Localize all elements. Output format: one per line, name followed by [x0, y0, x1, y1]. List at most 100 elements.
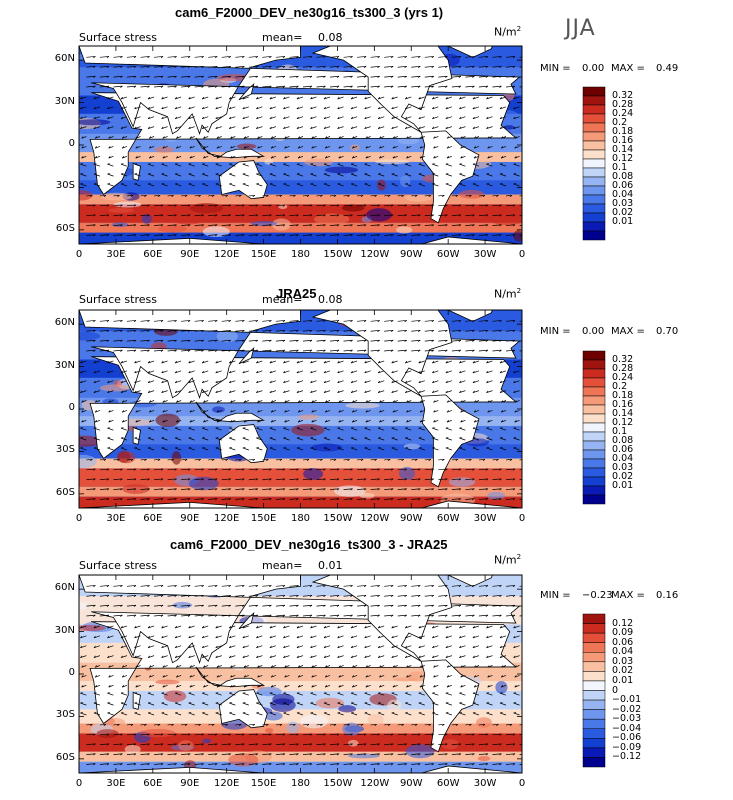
panel-1-lon-tick: 90W: [399, 249, 423, 260]
colorbar-level-label: 0.16: [612, 135, 634, 146]
colorbar-level-label: 0.08: [612, 171, 634, 182]
panel-1-lat-tick: 60S: [55, 222, 75, 234]
panel-1-lat-tick: 60N: [54, 53, 75, 65]
panel-2-lat-tick: 30S: [55, 444, 75, 456]
panel-1-lat-tick: 30N: [54, 95, 75, 107]
panel-2-max-label: MAX =: [611, 326, 645, 337]
panel-2-lon-tick: 150E: [250, 513, 277, 524]
panel-3-lat-tick: 60N: [54, 582, 75, 594]
colorbar-swatch: [582, 747, 606, 758]
panel-3-lon-tick: 120W: [360, 778, 390, 789]
panel-1-lon-tick: 120W: [360, 249, 390, 260]
panel-1-lon-tick: 120E: [213, 249, 240, 260]
colorbar-swatch: [582, 652, 606, 663]
colorbar-swatch: [582, 699, 606, 710]
panel-1-mean-label: mean=: [262, 31, 303, 44]
colorbar-level-label: 0.01: [612, 480, 634, 491]
colorbar-level-label: 0.03: [612, 655, 634, 667]
panel-2-lat-tick: 60S: [55, 486, 75, 498]
panel-2-title: JRA25: [276, 286, 317, 301]
colorbar-level-label: 0.12: [612, 417, 634, 428]
colorbar-level-label: 0.14: [612, 144, 634, 155]
panel-2-units: N/m2: [494, 287, 522, 301]
panel-2-lon-tick: 60E: [143, 513, 163, 524]
panel-3-max-label: MAX =: [611, 590, 645, 601]
panel-2-lon-tick: 180: [290, 513, 311, 524]
colorbar-level-label: 0.1: [612, 426, 628, 437]
panel-3-lon-tick: 150W: [323, 778, 353, 789]
colorbar-level-label: 0.24: [612, 372, 634, 383]
panel-3-lat-tick: 30S: [55, 709, 75, 721]
colorbar-level-label: 0.18: [612, 390, 634, 401]
colorbar-swatch: [582, 623, 606, 634]
colorbar-level-label: 0.16: [612, 399, 634, 410]
panel-3-lon-tick: 90W: [399, 778, 423, 789]
colorbar-level-label: 0.32: [612, 90, 634, 101]
panel-3-min-value: −0.23: [582, 590, 613, 601]
colorbar-level-label: −0.02: [612, 703, 642, 715]
colorbar-swatch: [582, 613, 606, 624]
colorbar-swatch: [582, 718, 606, 729]
panel-2-lon-tick: 30E: [106, 513, 126, 524]
panel-2-lon-tick: 60W: [436, 513, 460, 524]
colorbar-level-label: −0.01: [612, 694, 642, 706]
colorbar-level-label: 0.03: [612, 462, 634, 473]
panel-1-max-value: 0.49: [656, 63, 679, 74]
panel-2-mean-label: mean=: [262, 293, 303, 306]
panel-3-lat-tick: 30N: [54, 624, 75, 636]
panel-1-min-value: 0.00: [582, 63, 605, 74]
panel-3-mean-label: mean=: [262, 559, 303, 572]
colorbar-level-label: 0.2: [612, 381, 628, 392]
panel-1-lat-tick: 0: [68, 138, 75, 149]
colorbar-swatch: [582, 690, 606, 701]
panel-1-lat-tick: 30S: [55, 180, 75, 192]
colorbar-level-label: 0.03: [612, 198, 634, 209]
panel-3-variable-label: Surface stress: [79, 559, 157, 572]
panel-1-lon-tick: 30E: [106, 249, 126, 260]
colorbar-swatch: [582, 738, 606, 749]
colorbar-level-label: 0.09: [612, 627, 634, 639]
colorbar-level-label: 0.02: [612, 471, 634, 482]
panel-1-lon-tick: 0: [518, 249, 526, 260]
colorbar-level-label: 0.12: [612, 617, 634, 629]
colorbar-swatch: [582, 494, 606, 505]
colorbar-level-label: −0.03: [612, 713, 642, 725]
panel-3-lon-tick: 150E: [250, 778, 277, 789]
colorbar-level-label: 0.14: [612, 408, 634, 419]
colorbar-level-label: 0.04: [612, 453, 634, 464]
season-label: JJA: [565, 16, 596, 41]
panel-3-lon-tick: 120E: [213, 778, 240, 789]
colorbar-level-label: 0.24: [612, 108, 634, 119]
colorbar-level-label: 0.06: [612, 444, 634, 455]
panel-2-lon-tick: 150W: [323, 513, 353, 524]
colorbar-level-label: −0.09: [612, 741, 642, 753]
colorbar-swatch: [582, 661, 606, 672]
panel-1-lon-tick: 150W: [323, 249, 353, 260]
panel-3-lon-tick: 60W: [436, 778, 460, 789]
panel-3-mean-value: 0.01: [318, 559, 343, 572]
panel-3-units: N/m2: [494, 553, 522, 567]
panel-2-lat-tick: 30N: [54, 359, 75, 371]
colorbar-level-label: 0.02: [612, 207, 634, 218]
colorbar-level-label: 0.01: [612, 674, 634, 686]
panel-1-min-label: MIN =: [540, 63, 571, 74]
panel-1-lon-tick: 90E: [180, 249, 200, 260]
colorbar-level-label: 0.01: [612, 216, 634, 227]
panel-1-mean-value: 0.08: [318, 31, 343, 44]
panel-1-variable-label: Surface stress: [79, 31, 157, 44]
panel-1-units: N/m2: [494, 25, 522, 39]
colorbar-level-label: 0.12: [612, 153, 634, 164]
panel-2-lat-tick: 60N: [54, 317, 75, 329]
panel-2-lat-tick: 0: [68, 402, 75, 413]
colorbar-swatch: [582, 728, 606, 739]
panel-3-lat-tick: 60S: [55, 751, 75, 763]
colorbar-level-label: 0.08: [612, 435, 634, 446]
panel-2-max-value: 0.70: [656, 326, 679, 337]
panel-3-lon-tick: 60E: [143, 778, 163, 789]
